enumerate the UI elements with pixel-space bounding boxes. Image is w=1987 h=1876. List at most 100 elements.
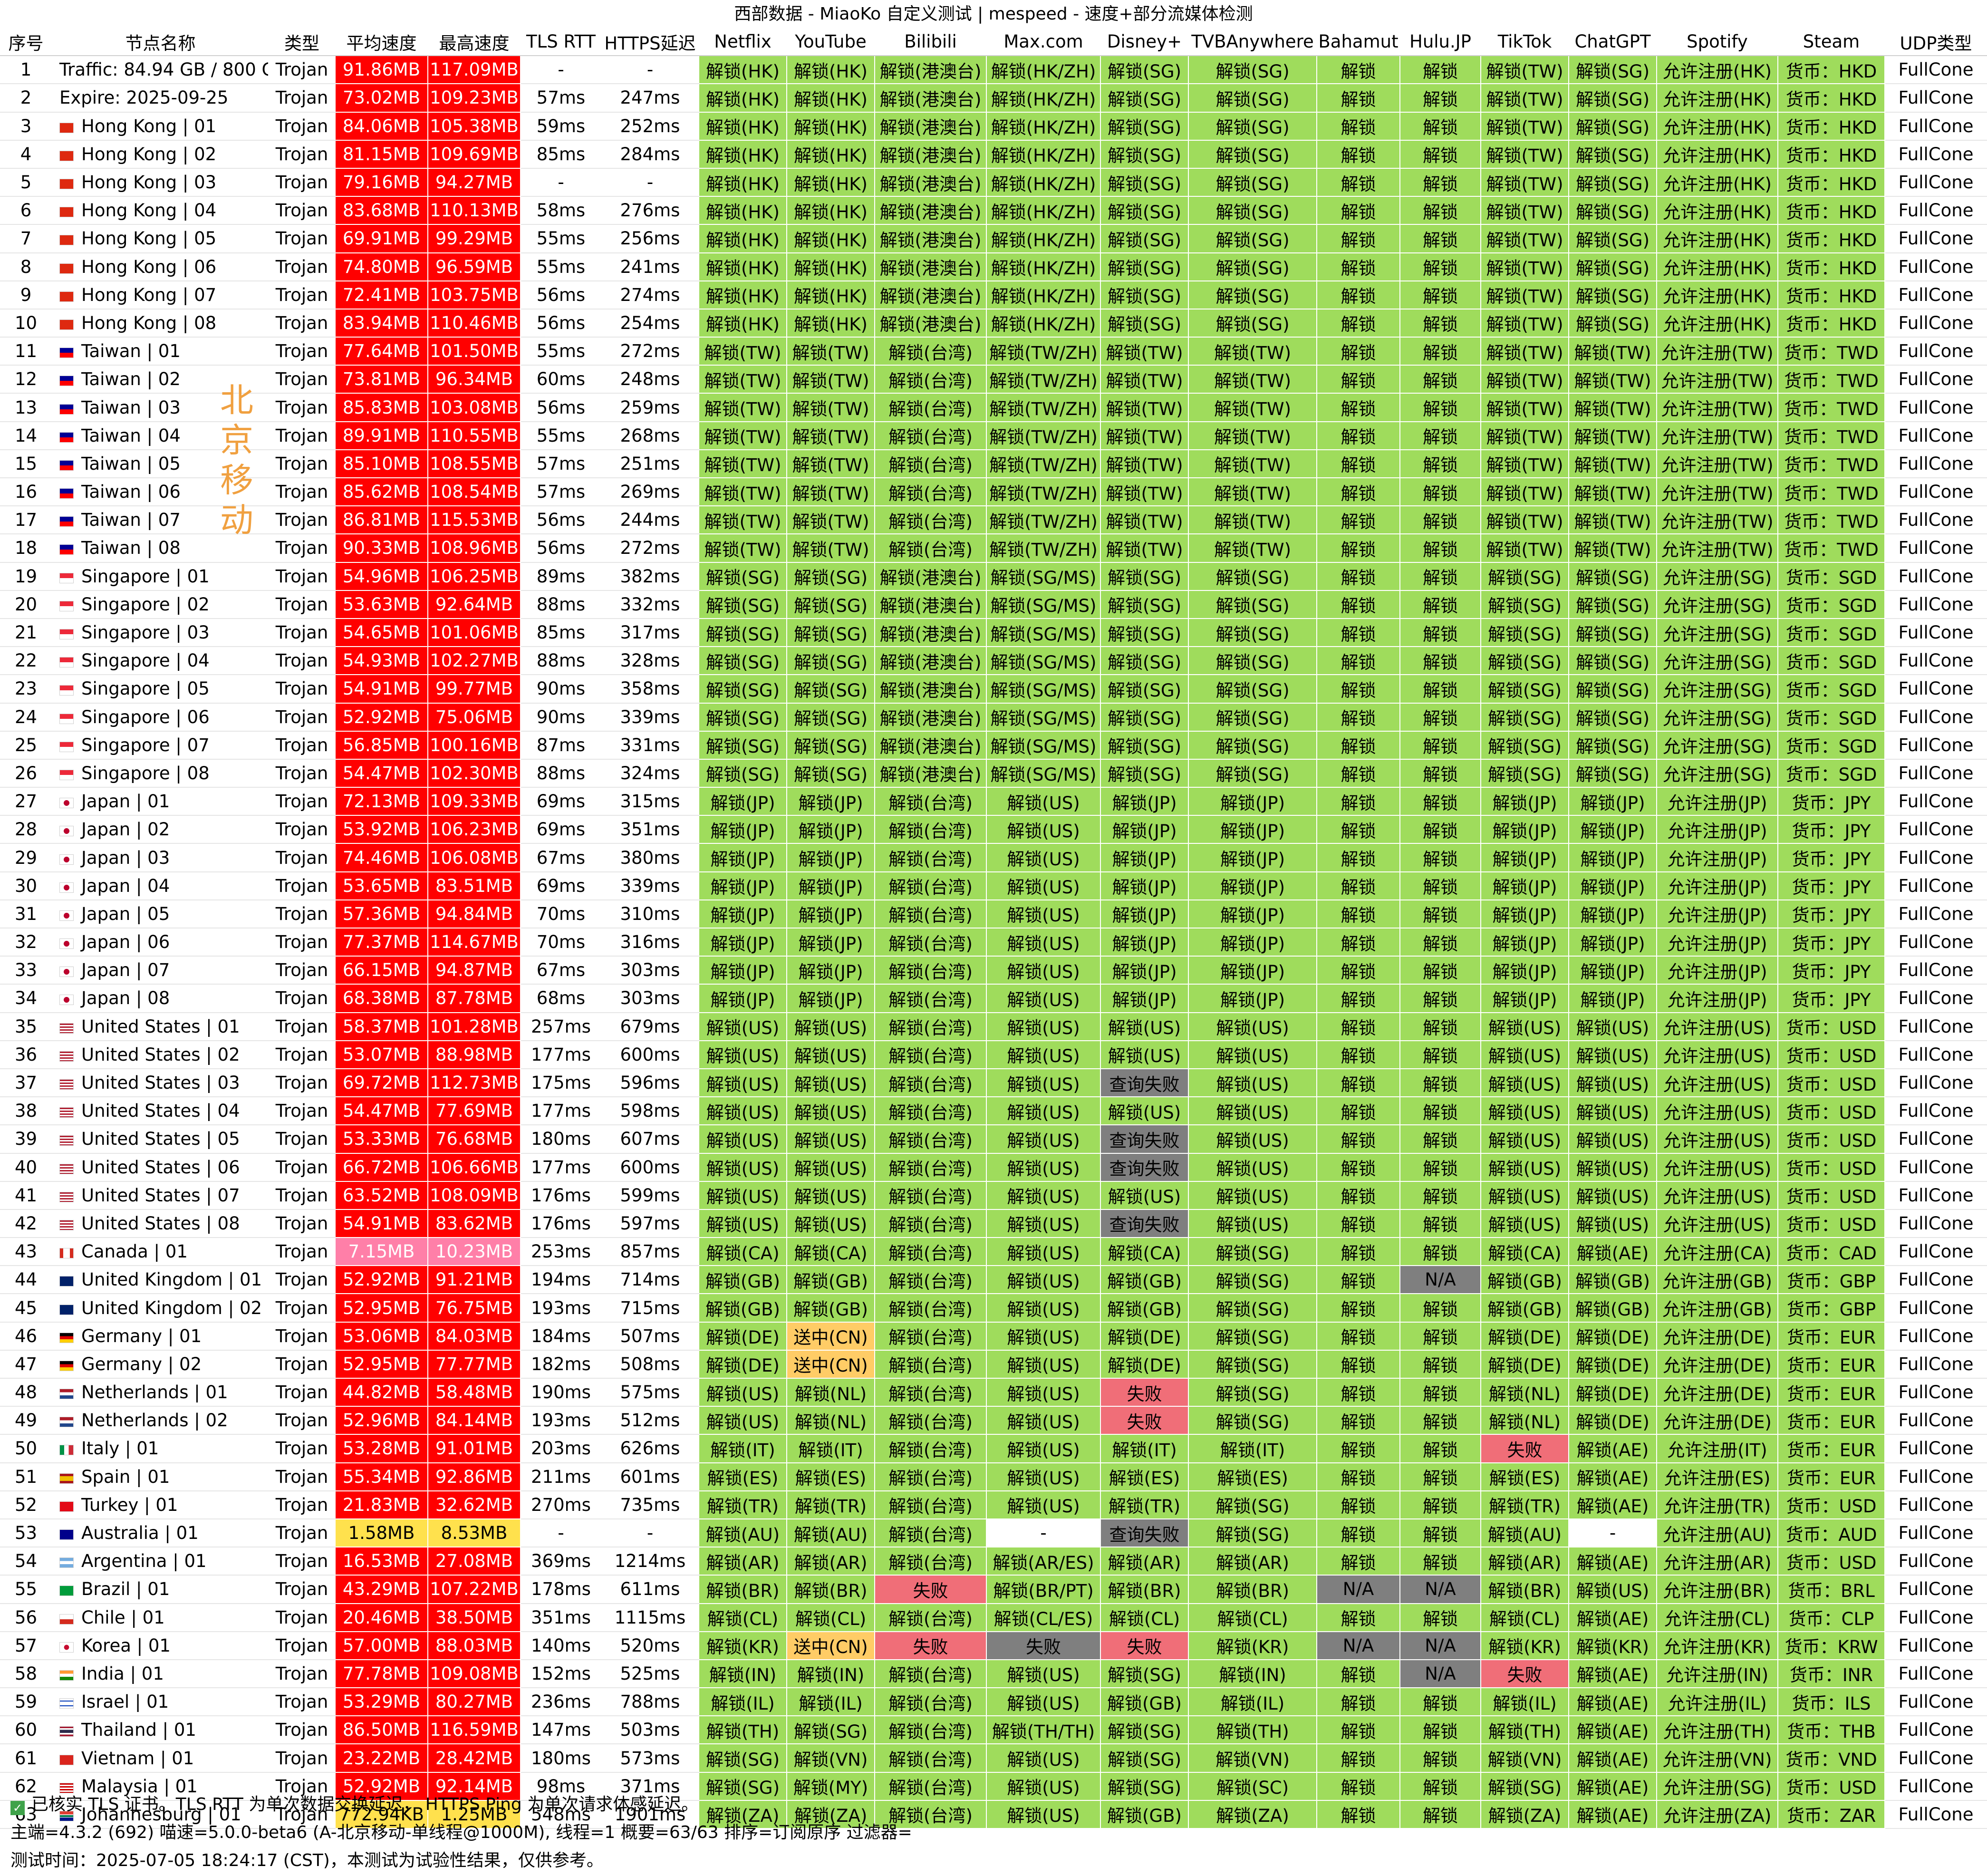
cell-hulu-jp: 解锁 (1400, 731, 1481, 760)
node-name-text: Japan | 08 (81, 988, 170, 1009)
cell-tiktok: 解锁(GB) (1481, 1294, 1569, 1323)
node-name-text: United States | 05 (81, 1129, 240, 1150)
cell-netflix: 解锁(GB) (699, 1266, 787, 1295)
cell-https-latency: 268ms (601, 421, 699, 450)
cell-max-speed: 103.08MB (428, 393, 521, 422)
cell-tls-rtt: 55ms (521, 252, 602, 281)
cell-https-latency: 247ms (601, 84, 699, 113)
cell-node-name: Singapore | 04 (52, 647, 269, 676)
cell-chatgpt: 解锁(SG) (1569, 168, 1657, 197)
cell-spotify: 允许注册(SG) (1657, 647, 1778, 676)
cell-tiktok: 解锁(NL) (1481, 1406, 1569, 1435)
cell-spotify: 允许注册(SG) (1657, 731, 1778, 760)
cell-tls-rtt: - (521, 56, 602, 85)
column-header-chatgpt: ChatGPT (1569, 28, 1657, 57)
node-name-text: Japan | 06 (81, 932, 170, 953)
cell-netflix: 解锁(TW) (699, 337, 787, 366)
cell-max-com: 解锁(AR/ES) (986, 1547, 1101, 1576)
cell-youtube: 解锁(ZA) (787, 1800, 875, 1829)
cell-tls-rtt: 369ms (521, 1547, 602, 1576)
column-header-index: 序号 (0, 28, 53, 57)
cell-hulu-jp: 解锁 (1400, 1772, 1481, 1801)
cell-disney-plus: 解锁(SG) (1100, 140, 1189, 169)
cell-youtube: 解锁(SG) (787, 675, 875, 704)
cell-disney-plus: 解锁(CL) (1100, 1603, 1189, 1632)
cell-node-name: Hong Kong | 08 (52, 309, 269, 338)
cell-bilibili: 解锁(台湾) (875, 984, 987, 1013)
cell-tls-rtt: 178ms (521, 1575, 602, 1604)
cell-tiktok: 解锁(TR) (1481, 1490, 1569, 1519)
cell-chatgpt: 解锁(JP) (1569, 843, 1657, 872)
cell-youtube: 解锁(NL) (787, 1406, 875, 1435)
cell-bilibili: 解锁(台湾) (875, 421, 987, 450)
cell-netflix: 解锁(IL) (699, 1688, 787, 1717)
cell-udp-type: FullCone (1885, 534, 1987, 563)
cell-chatgpt: 解锁(AE) (1569, 1688, 1657, 1717)
cell-disney-plus: 解锁(SG) (1100, 252, 1189, 281)
cell-spotify: 允许注册(US) (1657, 1040, 1778, 1069)
cell-tiktok: 解锁(SG) (1481, 731, 1569, 760)
cell-udp-type: FullCone (1885, 252, 1987, 281)
cell-max-speed: 94.27MB (428, 168, 521, 197)
cell-tvbanywhere: 解锁(JP) (1188, 984, 1317, 1013)
flag-icon (59, 1360, 74, 1371)
cell-max-com: 解锁(TW/ZH) (986, 337, 1101, 366)
cell-tls-rtt: 180ms (521, 1744, 602, 1773)
cell-bahamut: 解锁 (1317, 421, 1400, 450)
cell-max-com: 解锁(TW/ZH) (986, 478, 1101, 507)
cell-disney-plus: 解锁(JP) (1100, 843, 1189, 872)
cell-bahamut: 解锁 (1317, 647, 1400, 676)
cell-udp-type: FullCone (1885, 112, 1987, 141)
cell-disney-plus: 解锁(SG) (1100, 731, 1189, 760)
results-table: 序号 节点名称 类型 平均速度 最高速度 TLS RTT HTTPS延迟 Netflix You… (0, 28, 1987, 1829)
cell-index: 15 (0, 449, 53, 479)
cell-hulu-jp: 解锁 (1400, 84, 1481, 113)
cell-spotify: 允许注册(JP) (1657, 899, 1778, 929)
cell-bilibili: 解锁(港澳台) (875, 56, 987, 85)
cell-steam: 货币：HKD (1778, 196, 1885, 225)
cell-type: Trojan (269, 1744, 336, 1773)
cell-bahamut: 解锁 (1317, 759, 1400, 788)
cell-hulu-jp: 解锁 (1400, 1800, 1481, 1829)
cell-spotify: 允许注册(TW) (1657, 506, 1778, 535)
cell-type: Trojan (269, 1490, 336, 1519)
cell-max-speed: 84.03MB (428, 1322, 521, 1351)
flag-icon (59, 404, 74, 415)
cell-hulu-jp: N/A (1400, 1659, 1481, 1689)
cell-steam: 货币：USD (1778, 1097, 1885, 1126)
node-name-text: Taiwan | 08 (81, 538, 181, 559)
cell-bahamut: 解锁 (1317, 1406, 1400, 1435)
cell-youtube: 解锁(JP) (787, 984, 875, 1013)
cell-disney-plus: 解锁(SG) (1100, 1716, 1189, 1745)
cell-hulu-jp: 解锁 (1400, 787, 1481, 816)
cell-bahamut: 解锁 (1317, 196, 1400, 225)
cell-tiktok: 解锁(TW) (1481, 168, 1569, 197)
cell-type: Trojan (269, 1040, 336, 1069)
cell-node-name: United Kingdom | 01 (52, 1266, 269, 1295)
cell-tls-rtt: 193ms (521, 1406, 602, 1435)
cell-https-latency: 331ms (601, 731, 699, 760)
cell-bilibili: 解锁(港澳台) (875, 731, 987, 760)
cell-https-latency: 251ms (601, 449, 699, 479)
cell-steam: 货币：HKD (1778, 140, 1885, 169)
cell-youtube: 解锁(US) (787, 1181, 875, 1210)
cell-tvbanywhere: 解锁(TH) (1188, 1716, 1317, 1745)
cell-bilibili: 解锁(台湾) (875, 1040, 987, 1069)
cell-bilibili: 解锁(港澳台) (875, 252, 987, 281)
flag-icon (59, 544, 74, 555)
cell-youtube: 解锁(SG) (787, 562, 875, 591)
cell-https-latency: 272ms (601, 534, 699, 563)
cell-tls-rtt: 98ms (521, 1772, 602, 1801)
cell-hulu-jp: 解锁 (1400, 562, 1481, 591)
cell-disney-plus: 解锁(JP) (1100, 899, 1189, 929)
cell-netflix: 解锁(SG) (699, 590, 787, 619)
cell-udp-type: FullCone (1885, 1518, 1987, 1548)
cell-chatgpt: 解锁(SG) (1569, 590, 1657, 619)
column-header-avg-speed: 平均速度 (335, 28, 428, 57)
cell-steam: 货币：SGD (1778, 759, 1885, 788)
cell-bahamut: 解锁 (1317, 1350, 1400, 1379)
cell-steam: 货币：HKD (1778, 309, 1885, 338)
cell-tiktok: 解锁(JP) (1481, 956, 1569, 985)
cell-disney-plus: 失败 (1100, 1406, 1189, 1435)
cell-https-latency: 317ms (601, 618, 699, 648)
